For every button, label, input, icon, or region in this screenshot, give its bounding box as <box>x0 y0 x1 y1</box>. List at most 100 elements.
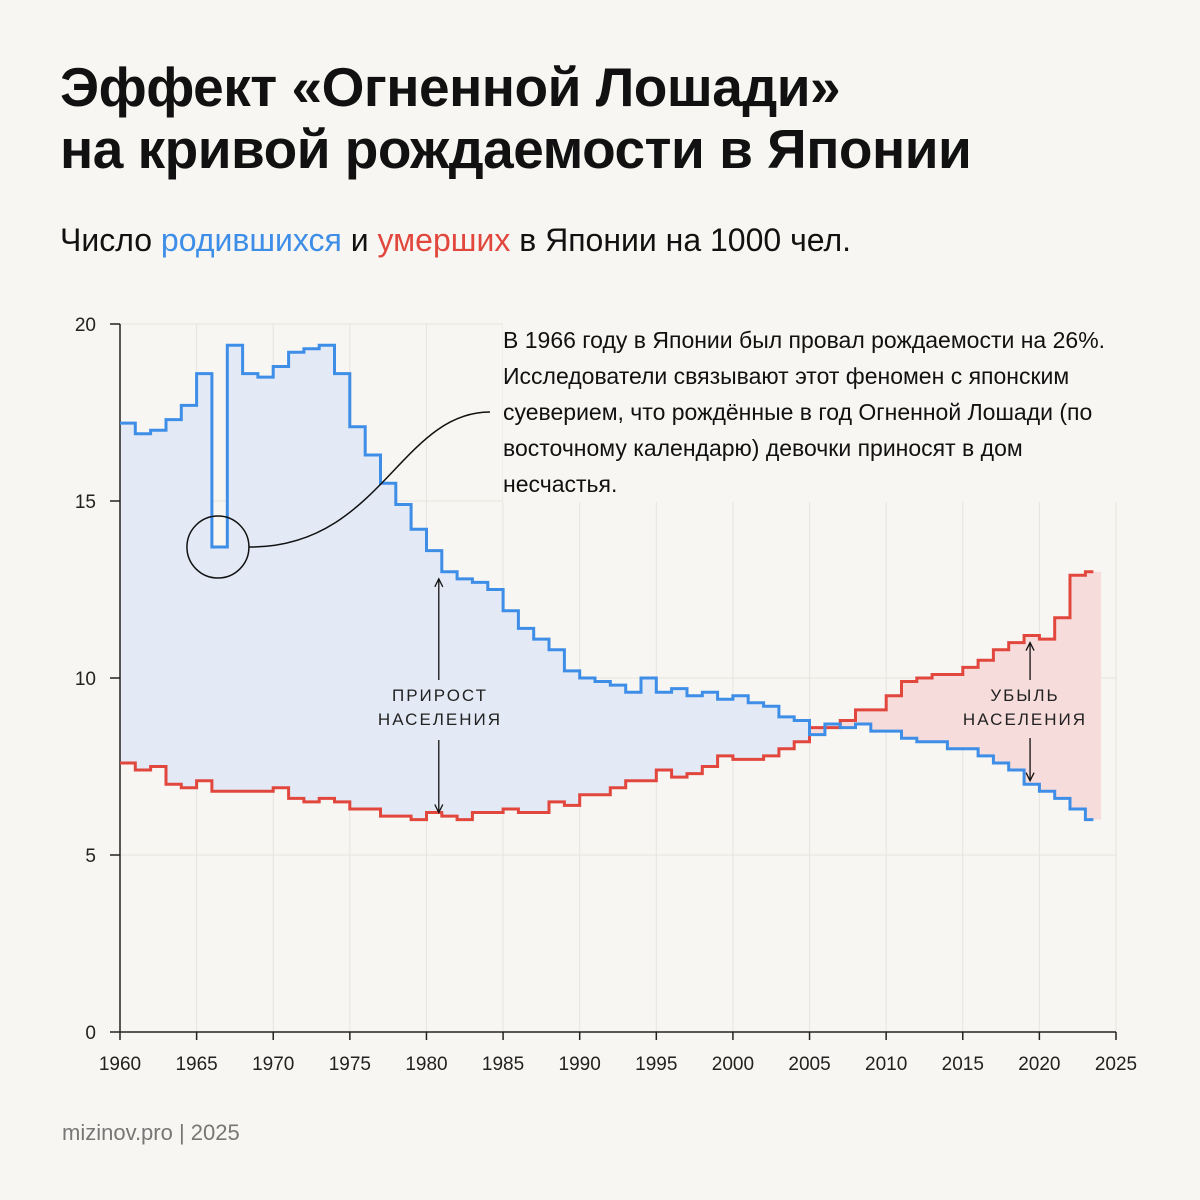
growth-fill-segment <box>732 695 749 760</box>
growth-fill-segment <box>778 716 795 749</box>
decline-fill-segment <box>1008 642 1025 771</box>
decline-fill-segment <box>1039 639 1056 792</box>
page-title: Эффект «Огненной Лошади» на кривой рожда… <box>60 56 1160 180</box>
y-tick-label: 0 <box>85 1023 96 1044</box>
growth-fill-segment <box>763 706 780 756</box>
growth-fill-segment <box>411 529 427 820</box>
decline-fill-segment <box>1054 617 1071 799</box>
growth-fill-segment <box>150 430 167 767</box>
growth-fill-segment <box>640 678 657 781</box>
y-tick-label: 5 <box>85 846 96 867</box>
subtitle-births-word: родившихся <box>160 222 342 258</box>
x-tick-label: 2025 <box>1095 1054 1137 1075</box>
subtitle-prefix: Число <box>60 222 161 258</box>
x-tick-label: 1965 <box>175 1054 217 1075</box>
growth-fill-segment <box>380 483 397 817</box>
x-tick-label: 2000 <box>712 1054 754 1075</box>
growth-fill-segment <box>349 426 366 809</box>
growth-fill-segment <box>702 692 719 767</box>
growth-fill-segment <box>227 345 244 792</box>
growth-arrow-lower-head <box>434 804 444 814</box>
growth-fill-segment <box>656 692 673 771</box>
title-line-2: на кривой рождаемости в Японии <box>60 118 972 180</box>
decline-fill-segment <box>855 709 872 725</box>
decline-fill-segment <box>947 674 964 749</box>
subtitle-suffix: в Японии на 1000 чел. <box>510 222 852 258</box>
decline-label: УБЫЛЬ НАСЕЛЕНИЯ <box>955 684 1095 732</box>
growth-fill-segment <box>518 628 535 813</box>
growth-fill-segment <box>395 504 412 817</box>
growth-fill-segment <box>487 589 504 813</box>
growth-fill-segment <box>135 433 152 771</box>
decline-fill-segment <box>932 674 948 742</box>
decline-fill-segment <box>978 660 994 756</box>
growth-label: ПРИРОСТ НАСЕЛЕНИЯ <box>370 684 510 732</box>
growth-fill-segment <box>319 345 336 799</box>
growth-fill-segment <box>579 678 596 795</box>
growth-fill-segment <box>120 423 136 763</box>
growth-fill-segment <box>794 720 811 742</box>
growth-fill-segment <box>686 695 703 774</box>
decline-fill-segment <box>993 649 1010 763</box>
decline-arrow-lower-head <box>1025 772 1035 783</box>
x-tick-label: 1975 <box>329 1054 371 1075</box>
chart-subtitle: Число родившихся и умерших в Японии на 1… <box>60 218 851 262</box>
growth-fill-segment <box>365 454 381 809</box>
decline-label-line-2: НАСЕЛЕНИЯ <box>962 710 1088 729</box>
decline-fill-segment <box>840 720 857 728</box>
growth-fill-segment <box>288 352 305 799</box>
growth-fill-segment <box>334 373 351 802</box>
deaths-series-line <box>120 570 1094 822</box>
decline-label-line-1: УБЫЛЬ <box>990 686 1060 705</box>
growth-fill-segment <box>549 649 565 802</box>
decline-arrow-upper-head <box>1025 641 1035 651</box>
growth-fill-segment <box>211 547 228 792</box>
growth-fill-segment <box>748 702 765 760</box>
decline-fill-segment <box>901 681 918 739</box>
x-tick-label: 1970 <box>252 1054 294 1075</box>
growth-fill-segment <box>441 571 458 817</box>
growth-arrow-upper-head <box>434 577 444 588</box>
y-tick-label: 10 <box>75 669 96 690</box>
decline-fill-segment <box>1085 571 1102 820</box>
growth-fill-segment <box>595 681 611 795</box>
growth-fill-segment <box>303 348 320 802</box>
x-tick-label: 1960 <box>99 1054 141 1075</box>
y-tick-label: 20 <box>75 315 96 336</box>
decline-fill-segment <box>1024 635 1040 785</box>
growth-fill-segment <box>717 699 734 756</box>
growth-fill-segment <box>426 550 443 813</box>
fire-horse-annotation: В 1966 году в Японии был провал рождаемо… <box>503 322 1143 502</box>
decline-fill-segment <box>1070 575 1086 809</box>
births-series-line <box>120 343 1094 822</box>
growth-fill-segment <box>671 688 688 778</box>
growth-fill-segment <box>273 366 290 788</box>
footer-credit: mizinov.pro | 2025 <box>62 1120 240 1145</box>
growth-fill-segment <box>165 419 182 785</box>
x-tick-label: 2005 <box>788 1054 830 1075</box>
growth-fill-segment <box>196 373 213 781</box>
growth-fill-segment <box>457 578 473 820</box>
x-tick-label: 1990 <box>559 1054 601 1075</box>
decline-fill-segment <box>962 667 979 749</box>
x-tick-label: 1980 <box>405 1054 447 1075</box>
growth-label-line-1: ПРИРОСТ <box>391 686 489 705</box>
annotation-connector-line <box>248 411 491 548</box>
x-tick-label: 1995 <box>635 1054 677 1075</box>
growth-fill-segment <box>625 692 642 781</box>
x-tick-label: 2015 <box>942 1054 984 1075</box>
growth-fill-segment <box>564 670 581 806</box>
decline-fill-segment <box>809 727 826 735</box>
title-line-1: Эффект «Огненной Лошади» <box>60 56 841 118</box>
growth-label-line-2: НАСЕЛЕНИЯ <box>377 710 503 729</box>
decline-fill-segment <box>870 709 887 732</box>
subtitle-middle: и <box>341 222 378 258</box>
growth-fill-segment <box>824 724 841 728</box>
growth-fill-segment <box>181 405 198 788</box>
growth-fill-segment <box>533 639 550 813</box>
growth-fill-segment <box>472 582 489 813</box>
x-tick-label: 2020 <box>1018 1054 1060 1075</box>
decline-fill-segment <box>916 678 933 742</box>
x-tick-label: 1985 <box>482 1054 524 1075</box>
